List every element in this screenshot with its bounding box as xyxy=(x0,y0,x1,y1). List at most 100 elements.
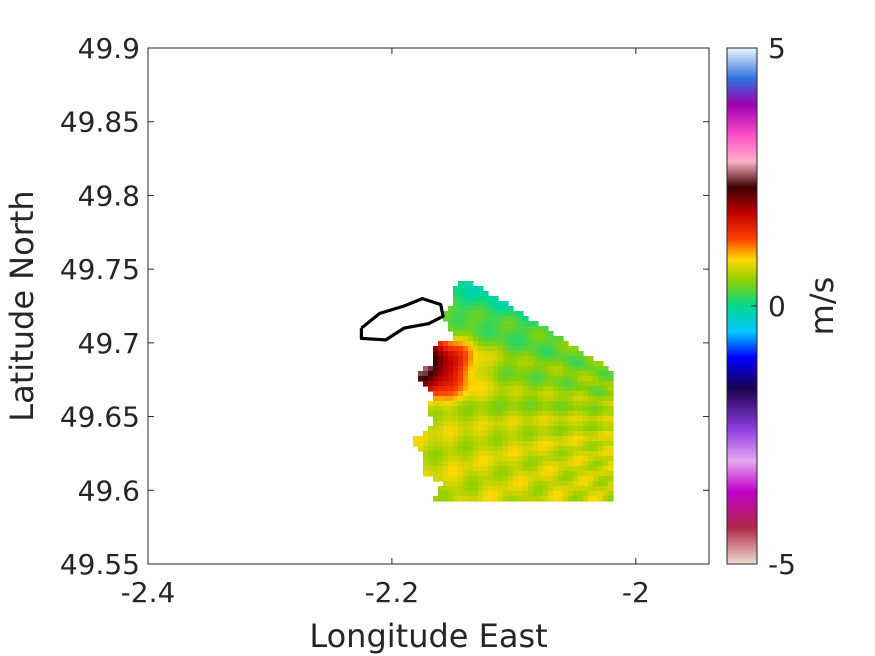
field-cell xyxy=(578,481,584,487)
field-cell xyxy=(488,451,494,457)
field-cell xyxy=(498,496,504,502)
field-cell xyxy=(483,431,489,437)
field-cell xyxy=(453,336,459,342)
field-cell xyxy=(488,311,494,317)
field-cell xyxy=(553,486,559,492)
field-cell xyxy=(513,371,519,377)
field-cell xyxy=(478,466,484,472)
field-cell xyxy=(578,496,584,502)
field-cell xyxy=(463,356,469,362)
field-cell xyxy=(563,391,569,397)
field-cell xyxy=(493,426,499,432)
field-cell xyxy=(498,416,504,422)
field-cell xyxy=(598,461,604,467)
field-cell xyxy=(578,421,584,427)
field-cell xyxy=(543,356,549,362)
field-cell xyxy=(443,386,449,392)
field-cell xyxy=(458,446,464,452)
field-cell xyxy=(458,311,464,317)
field-cell xyxy=(498,386,504,392)
field-cell xyxy=(543,471,549,477)
field-cell xyxy=(503,466,509,472)
field-cell xyxy=(573,471,579,477)
field-cell xyxy=(438,376,444,382)
field-cell xyxy=(448,431,454,437)
field-cell xyxy=(493,361,499,367)
field-cell xyxy=(513,456,519,462)
field-cell xyxy=(538,406,544,412)
field-cell xyxy=(588,356,594,362)
field-cell xyxy=(438,351,444,357)
field-cell xyxy=(568,411,574,417)
field-cell xyxy=(518,421,524,427)
field-cell xyxy=(588,366,594,372)
field-cell xyxy=(493,411,499,417)
plot-frame xyxy=(147,47,710,565)
field-cell xyxy=(568,426,574,432)
field-cell xyxy=(433,461,439,467)
field-cell xyxy=(453,431,459,437)
field-cell xyxy=(453,341,459,347)
field-cell xyxy=(498,301,504,307)
field-cell xyxy=(543,336,549,342)
field-cell xyxy=(538,471,544,477)
field-cell xyxy=(528,471,534,477)
field-cell xyxy=(448,316,454,322)
field-cell xyxy=(443,341,449,347)
field-cell xyxy=(588,401,594,407)
field-cell xyxy=(453,291,459,297)
field-cell xyxy=(548,491,554,497)
field-cell xyxy=(493,466,499,472)
field-cell xyxy=(488,421,494,427)
field-cell xyxy=(508,491,514,497)
field-cell xyxy=(448,376,454,382)
field-cell xyxy=(438,416,444,422)
field-cell xyxy=(438,426,444,432)
field-cell xyxy=(538,486,544,492)
field-cell xyxy=(473,486,479,492)
field-cell xyxy=(528,486,534,492)
field-cell xyxy=(563,366,569,372)
field-cell xyxy=(473,296,479,302)
field-cell xyxy=(488,381,494,387)
field-cell xyxy=(468,316,474,322)
field-cell xyxy=(438,366,444,372)
field-cell xyxy=(423,461,429,467)
field-cell xyxy=(413,441,419,447)
field-cell xyxy=(428,446,434,452)
field-cell xyxy=(503,386,509,392)
field-cell xyxy=(478,286,484,292)
field-cell xyxy=(513,341,519,347)
field-cell xyxy=(483,326,489,332)
field-cell xyxy=(493,356,499,362)
field-cell xyxy=(568,391,574,397)
field-cell xyxy=(493,421,499,427)
field-cell xyxy=(438,451,444,457)
field-cell xyxy=(423,371,429,377)
field-cell xyxy=(573,416,579,422)
field-cell xyxy=(478,386,484,392)
field-cell xyxy=(568,456,574,462)
field-cell xyxy=(528,401,534,407)
field-cell xyxy=(523,476,529,482)
field-cell xyxy=(558,431,564,437)
field-cell xyxy=(433,371,439,377)
field-cell xyxy=(538,331,544,337)
x-tick-label: -2 xyxy=(622,576,650,609)
field-cell xyxy=(443,441,449,447)
field-cell xyxy=(533,396,539,402)
field-cell xyxy=(563,376,569,382)
field-cell xyxy=(493,301,499,307)
field-cell xyxy=(418,436,424,442)
field-cell xyxy=(488,366,494,372)
field-cell xyxy=(478,376,484,382)
field-cell xyxy=(478,336,484,342)
field-cell xyxy=(428,386,434,392)
field-cell xyxy=(473,416,479,422)
field-cell xyxy=(473,466,479,472)
field-cell xyxy=(428,366,434,372)
field-cell xyxy=(593,441,599,447)
field-cell xyxy=(453,296,459,302)
field-cell xyxy=(483,306,489,312)
field-cell xyxy=(483,351,489,357)
